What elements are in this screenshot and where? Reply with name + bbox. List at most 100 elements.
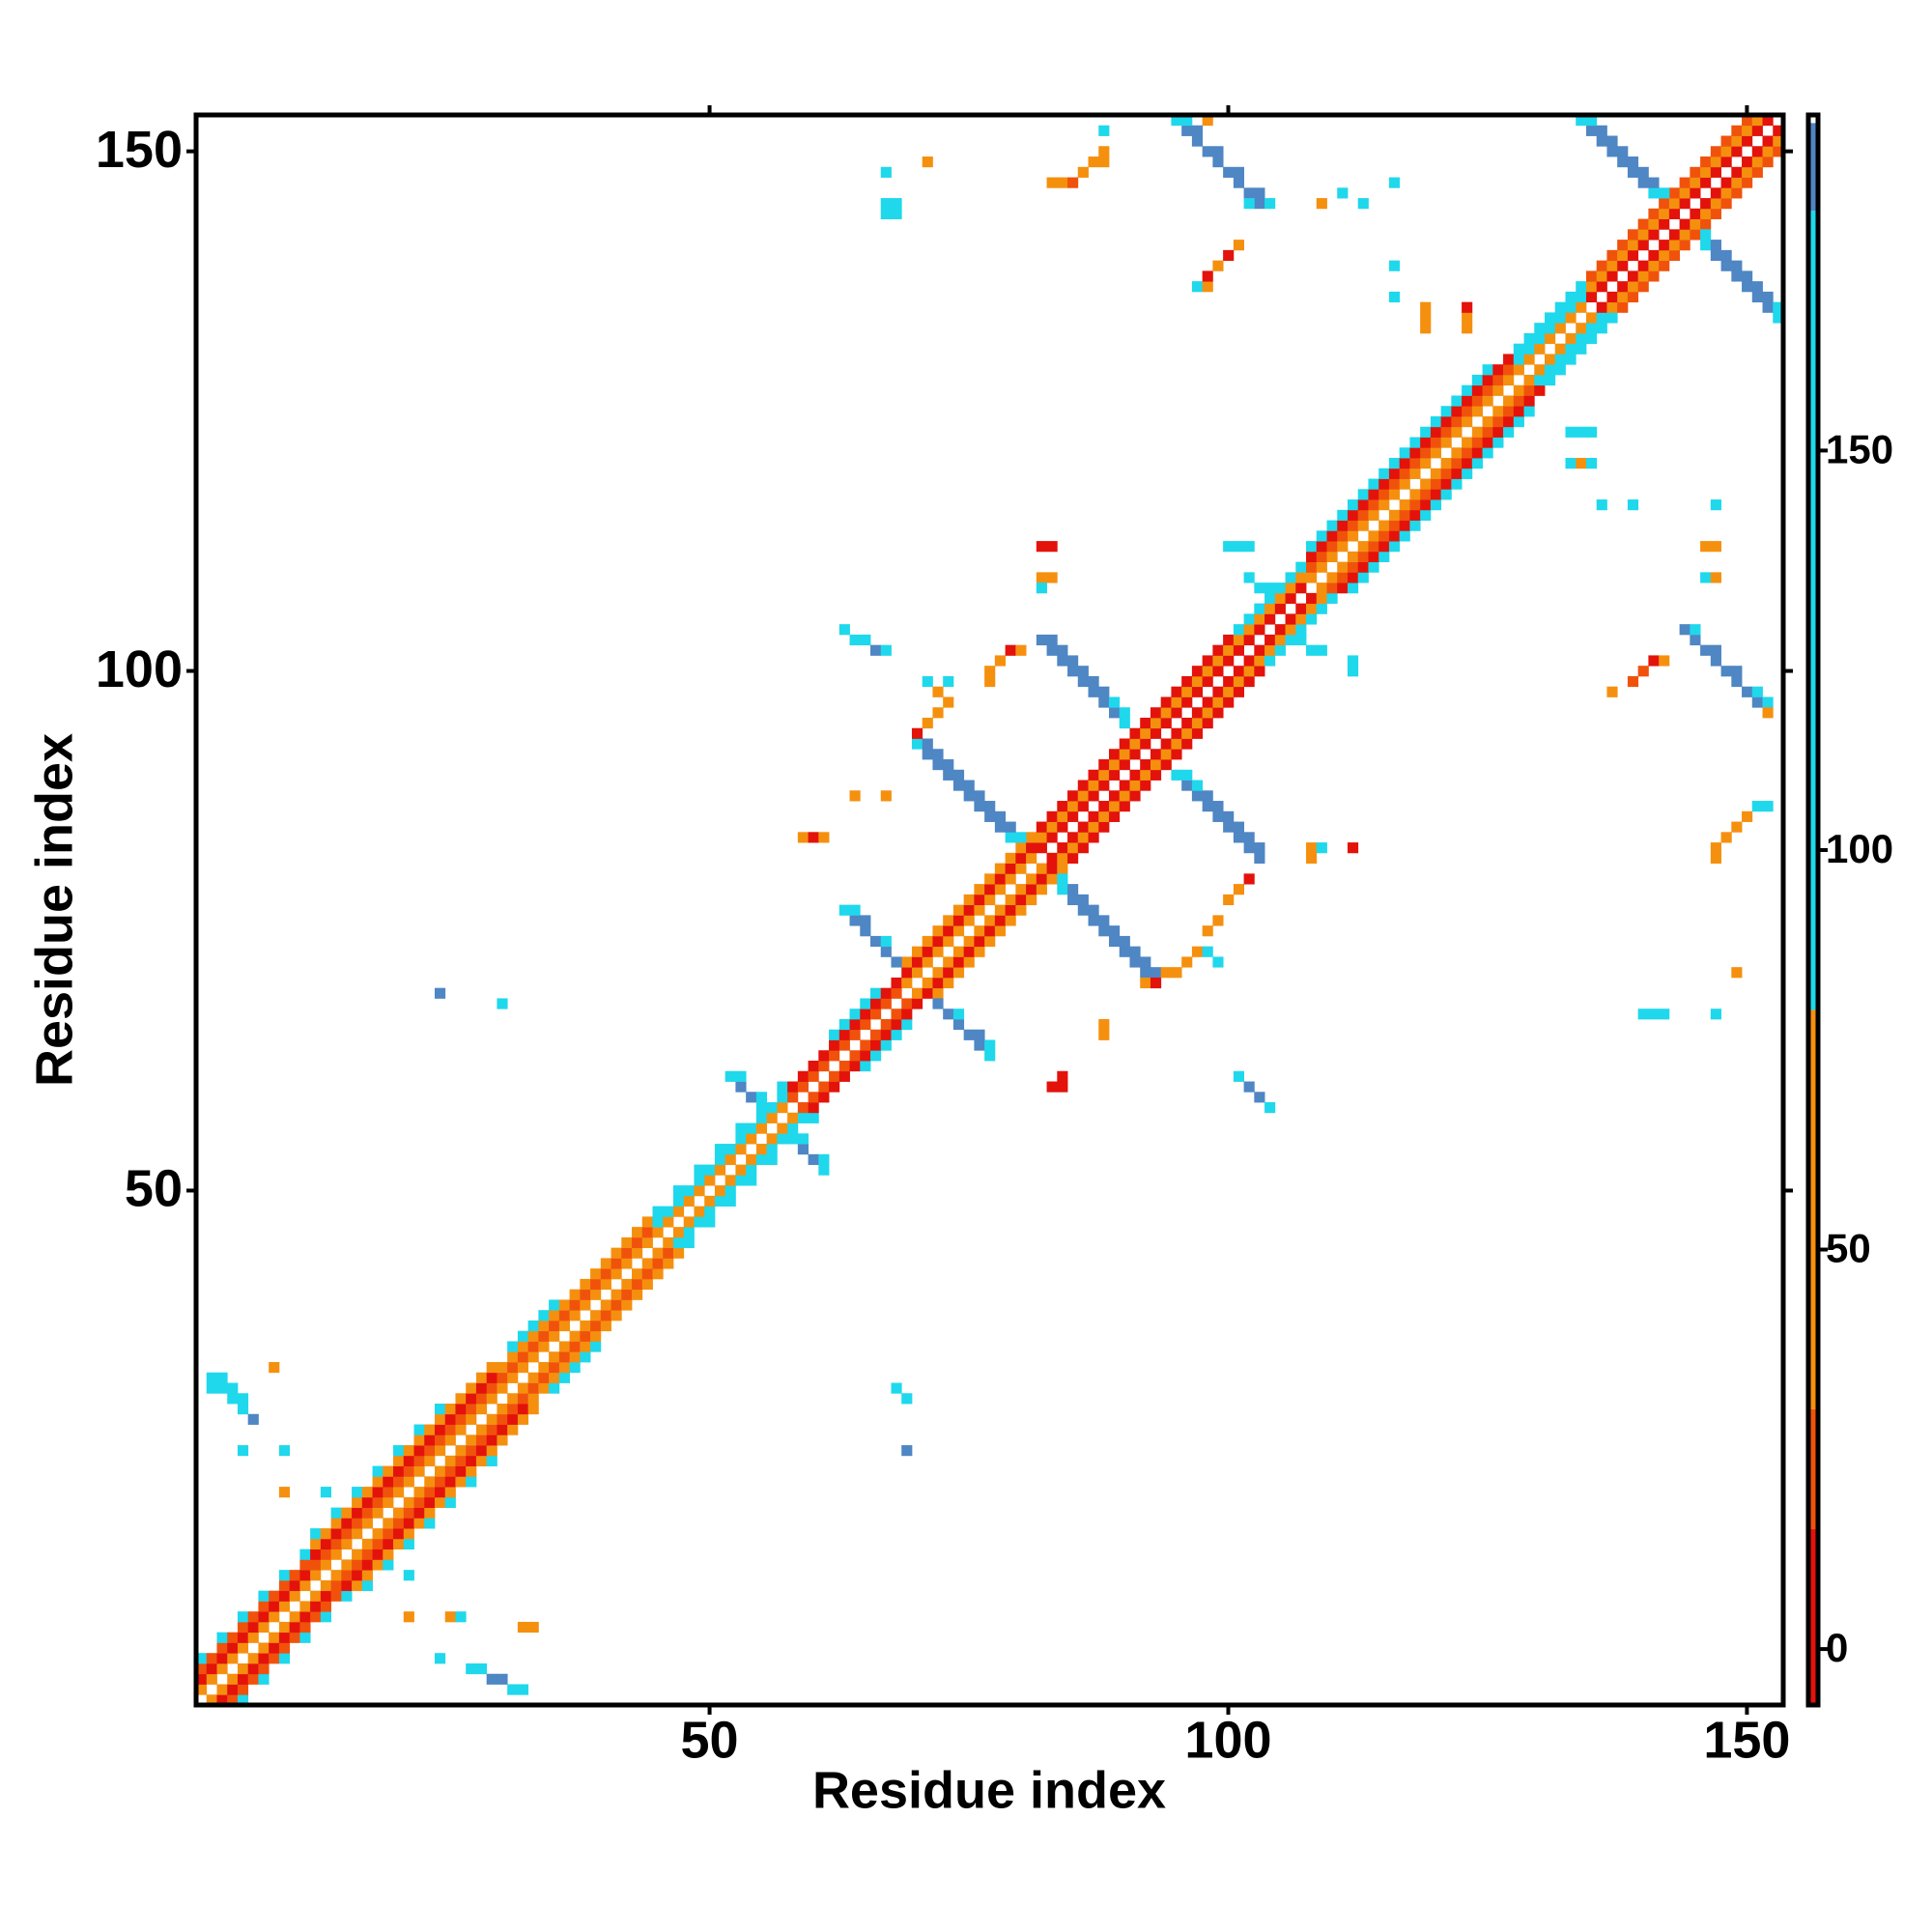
heatmap-cell — [797, 832, 809, 843]
heatmap-cell — [1108, 769, 1121, 781]
heatmap-cell — [466, 1662, 477, 1675]
heatmap-cell — [1731, 675, 1743, 688]
heatmap-cell — [1347, 551, 1359, 562]
heatmap-cell — [901, 956, 913, 968]
heatmap-cell — [1576, 115, 1587, 127]
heatmap-cell — [527, 1404, 539, 1415]
heatmap-cell — [1046, 572, 1058, 583]
heatmap-cell — [1523, 384, 1535, 396]
heatmap-cell — [860, 1050, 871, 1062]
heatmap-cell — [1306, 613, 1318, 625]
heatmap-cell — [1399, 509, 1410, 521]
heatmap-cell — [383, 1487, 394, 1498]
heatmap-cell — [1295, 613, 1307, 625]
heatmap-cell — [901, 1018, 913, 1031]
heatmap-cell — [1254, 1092, 1265, 1103]
heatmap-cell — [1690, 218, 1701, 230]
heatmap-cell — [1720, 198, 1732, 210]
heatmap-cell — [558, 1351, 570, 1363]
heatmap-cell — [1337, 187, 1349, 199]
heatmap-cell — [984, 801, 996, 812]
heatmap-cell — [1295, 603, 1307, 614]
heatmap-cell — [1492, 406, 1504, 417]
heatmap-cell — [1679, 187, 1690, 199]
heatmap-cell — [237, 1662, 249, 1675]
heatmap-cell — [1191, 707, 1204, 719]
heatmap-cell — [621, 1289, 633, 1300]
heatmap-cell — [1306, 644, 1318, 656]
heatmap-cell — [1347, 655, 1359, 667]
heatmap-cell — [486, 1455, 497, 1466]
heatmap-cell — [1368, 541, 1379, 553]
heatmap-cell — [1565, 458, 1577, 469]
heatmap-cell — [258, 1673, 270, 1685]
heatmap-cell — [1223, 894, 1235, 906]
heatmap-cell — [1337, 561, 1349, 573]
heatmap-cell — [1773, 125, 1784, 136]
heatmap-cell — [455, 1611, 467, 1623]
x-tick-label: 150 — [1703, 1711, 1790, 1769]
heatmap-cell — [1347, 530, 1359, 542]
heatmap-cell — [1243, 187, 1255, 199]
heatmap-cell — [1036, 634, 1047, 646]
heatmap-cell — [1534, 323, 1546, 334]
heatmap-cell — [569, 1330, 581, 1342]
heatmap-cell — [1306, 842, 1318, 854]
heatmap-cell — [424, 1496, 436, 1508]
heatmap-cell — [611, 1258, 622, 1269]
heatmap-cell — [1668, 249, 1681, 262]
heatmap-cell — [434, 1487, 446, 1498]
heatmap-cell — [818, 1050, 830, 1062]
heatmap-cell — [984, 884, 996, 895]
heatmap-cell — [880, 198, 892, 210]
heatmap-cell — [1648, 1009, 1660, 1020]
heatmap-cell — [1420, 489, 1432, 500]
heatmap-cell — [870, 644, 882, 656]
heatmap-cell — [808, 832, 819, 843]
heatmap-cell — [1264, 198, 1276, 210]
heatmap-cell — [475, 1662, 488, 1675]
heatmap-cell — [558, 1341, 570, 1352]
heatmap-cell — [507, 1361, 519, 1374]
heatmap-cell — [1617, 249, 1629, 262]
heatmap-cell — [632, 1247, 643, 1259]
heatmap-cell — [1046, 873, 1058, 885]
heatmap-cell — [320, 1528, 331, 1540]
heatmap-cell — [1596, 323, 1607, 334]
heatmap-cell — [860, 915, 871, 926]
heatmap-cell — [352, 1496, 363, 1508]
heatmap-cell — [1720, 177, 1732, 188]
heatmap-cell — [1026, 873, 1037, 885]
heatmap-cell — [766, 1102, 778, 1114]
heatmap-cell — [538, 1320, 550, 1332]
heatmap-cell — [527, 1330, 539, 1342]
heatmap-cell — [1046, 1081, 1058, 1093]
heatmap-cell — [922, 987, 933, 999]
heatmap-cell — [838, 904, 850, 916]
heatmap-cell — [611, 1310, 622, 1321]
heatmap-cell — [1648, 208, 1660, 219]
heatmap-cell — [1596, 281, 1607, 293]
heatmap-cell — [507, 1684, 519, 1695]
heatmap-cell — [393, 1465, 405, 1477]
heatmap-cell — [1223, 696, 1235, 708]
heatmap-cell — [600, 1268, 611, 1280]
heatmap-cell — [1316, 842, 1327, 854]
heatmap-cell — [549, 1372, 560, 1383]
heatmap-cell — [1742, 810, 1753, 822]
heatmap-cell — [1036, 821, 1047, 833]
heatmap-cell — [1077, 821, 1089, 833]
heatmap-cell — [1285, 613, 1296, 625]
heatmap-cell — [424, 1445, 436, 1457]
heatmap-cell — [1751, 291, 1763, 303]
heatmap-cell — [1440, 478, 1452, 490]
heatmap-cell — [755, 1092, 768, 1103]
heatmap-cell — [278, 1601, 291, 1612]
heatmap-cell — [1098, 146, 1110, 157]
heatmap-cell — [413, 1507, 425, 1519]
heatmap-cell — [1077, 790, 1089, 802]
heatmap-cell — [880, 790, 892, 802]
heatmap-cell — [1659, 1009, 1670, 1020]
heatmap-cell — [1617, 281, 1629, 293]
heatmap-cell — [652, 1216, 664, 1228]
